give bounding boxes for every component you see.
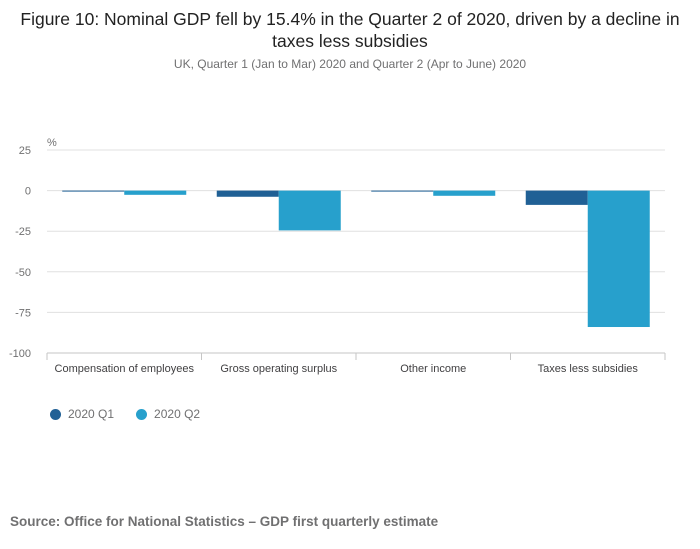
y-tick-label: 0 <box>25 186 31 198</box>
bar-q1 <box>371 190 434 192</box>
y-tick-label: -100 <box>9 348 31 360</box>
bar-q2 <box>587 190 650 328</box>
x-tick-label: Gross operating surplus <box>220 363 337 375</box>
legend-item-q1[interactable]: 2020 Q1 <box>50 407 114 421</box>
legend-item-q2[interactable]: 2020 Q2 <box>136 407 200 421</box>
bar-q2 <box>278 190 341 231</box>
bar-q1 <box>525 190 588 205</box>
x-tick-label: Taxes less subsidies <box>538 363 639 375</box>
bar-q1 <box>62 190 125 192</box>
y-tick-label: 25 <box>19 145 31 157</box>
x-tick-label: Other income <box>400 363 466 375</box>
y-axis-unit-label: % <box>47 137 57 149</box>
x-tick-label: Compensation of employees <box>55 363 195 375</box>
bar-q2 <box>433 190 496 196</box>
bar-q1 <box>216 190 279 197</box>
chart-subtitle: UK, Quarter 1 (Jan to Mar) 2020 and Quar… <box>173 57 527 71</box>
y-tick-label: -50 <box>15 267 31 279</box>
legend-swatch-q2 <box>136 408 148 420</box>
bar-q2 <box>124 190 187 195</box>
source-note: Source: Office for National Statistics –… <box>10 514 439 529</box>
legend-label-q1: 2020 Q1 <box>68 407 115 421</box>
y-tick-label: -25 <box>15 226 31 238</box>
chart-title: Figure 10: Nominal GDP fell by 15.4% in … <box>20 9 680 51</box>
legend-label-q2: 2020 Q2 <box>154 407 201 421</box>
legend-swatch-q1 <box>50 408 61 420</box>
y-tick-label: -75 <box>15 307 31 319</box>
chart-legend: 2020 Q1 2020 Q2 <box>50 407 200 421</box>
